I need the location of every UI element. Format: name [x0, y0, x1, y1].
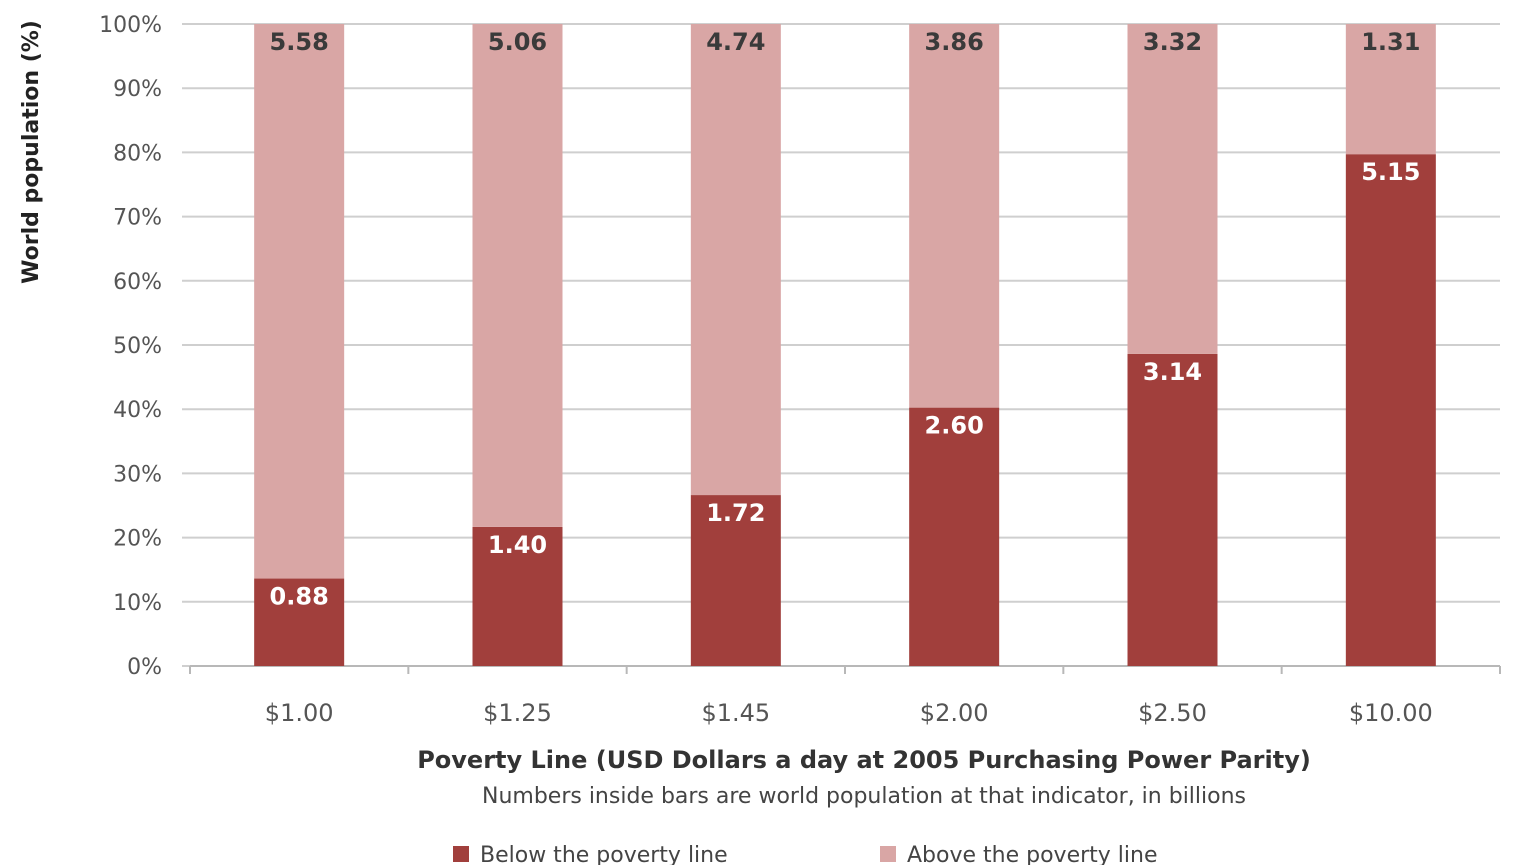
bar-above-poverty	[909, 24, 1000, 408]
bar-below-poverty	[690, 495, 781, 666]
bar-below-poverty	[254, 578, 345, 666]
bars	[254, 24, 1436, 667]
bar-label-above: 3.86	[925, 28, 984, 56]
bar-label-above: 3.32	[1143, 28, 1202, 56]
category-label: $2.00	[920, 699, 989, 727]
bar-above-poverty	[254, 24, 345, 579]
x-axis-title: Poverty Line (USD Dollars a day at 2005 …	[417, 746, 1311, 774]
y-tick-label: 30%	[113, 462, 162, 487]
bar-above-poverty	[472, 24, 563, 527]
legend-label-above: Above the poverty line	[907, 843, 1158, 865]
bar-below-poverty	[472, 526, 563, 666]
y-tick-label: 100%	[99, 13, 162, 38]
bar-below-poverty	[1127, 353, 1218, 666]
bar-label-below: 5.15	[1361, 158, 1420, 186]
bar-label-above: 5.58	[270, 28, 329, 56]
bar-label-below: 1.40	[488, 531, 547, 559]
y-tick-label: 60%	[113, 270, 162, 295]
bar-above-poverty	[690, 24, 781, 496]
bar-below-poverty	[1345, 154, 1436, 667]
category-label: $2.50	[1138, 699, 1207, 727]
y-tick-label: 90%	[113, 77, 162, 102]
legend-swatch-below	[453, 846, 469, 862]
bar-label-above: 5.06	[488, 28, 547, 56]
legend-label-below: Below the poverty line	[480, 843, 728, 865]
y-tick-labels: 0% 10% 20% 30% 40% 50% 60% 70% 80% 90% 100%	[99, 13, 162, 680]
y-tick-label: 70%	[113, 206, 162, 231]
y-tick-label: 40%	[113, 398, 162, 423]
bar-label-below: 2.60	[925, 412, 984, 440]
legend: Below the poverty line Above the poverty…	[453, 843, 1158, 865]
y-tick-label: 50%	[113, 334, 162, 359]
bar-labels: 0.88 5.58 1.40 5.06 1.72 4.74 2.60 3.86 3.14 3.32…	[270, 28, 1421, 611]
y-tick-label: 0%	[127, 655, 162, 680]
x-axis	[189, 665, 1501, 674]
category-labels: $1.00 $1.25 $1.45 $2.00 $2.50 $10.00	[265, 699, 1433, 727]
y-tick-label: 80%	[113, 141, 162, 166]
y-tick-label: 20%	[113, 527, 162, 552]
bar-label-above: 4.74	[706, 28, 765, 56]
legend-swatch-above	[880, 846, 896, 862]
bar-label-above: 1.31	[1361, 28, 1420, 56]
bar-label-below: 3.14	[1143, 358, 1202, 386]
bar-label-below: 1.72	[706, 499, 765, 527]
bar-label-below: 0.88	[270, 583, 329, 611]
category-label: $1.45	[701, 699, 770, 727]
bar-above-poverty	[1345, 24, 1436, 155]
gridlines	[182, 23, 1500, 667]
category-label: $1.25	[483, 699, 552, 727]
y-axis-title: World population (%)	[19, 20, 44, 284]
category-label: $1.00	[265, 699, 334, 727]
y-tick-label: 10%	[113, 591, 162, 616]
bar-above-poverty	[1127, 24, 1218, 354]
bar-below-poverty	[909, 407, 1000, 666]
category-label: $10.00	[1349, 699, 1433, 727]
chart-note: Numbers inside bars are world population…	[482, 784, 1246, 809]
